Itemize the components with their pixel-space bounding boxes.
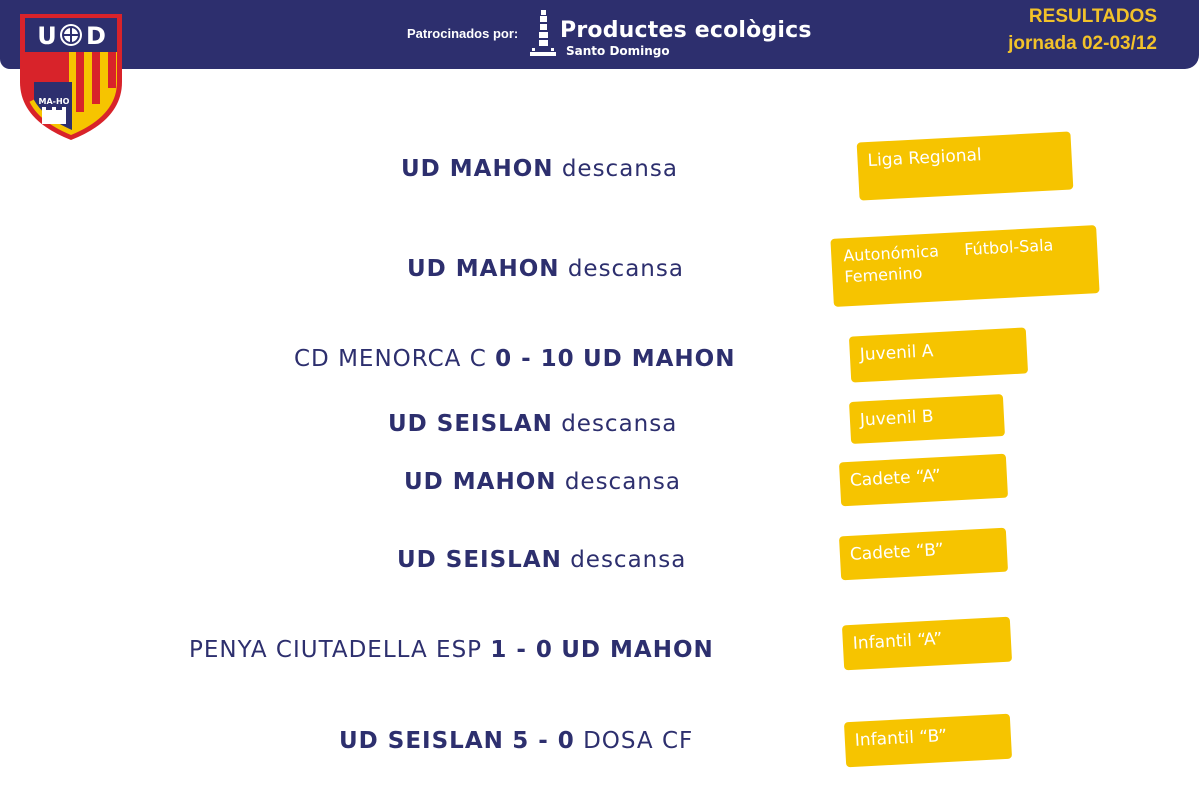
home-team: UD SEISLAN bbox=[339, 728, 504, 754]
home-team: UD SEISLAN bbox=[388, 411, 553, 437]
match-score: 1 - 0 bbox=[490, 637, 553, 663]
away-team: UD MAHON bbox=[582, 346, 736, 372]
sponsor-name: Productes ecològics bbox=[560, 18, 812, 43]
match-row-5: UD MAHON descansa bbox=[404, 469, 681, 495]
home-team: UD MAHON bbox=[401, 156, 554, 182]
home-team: CD MENORCA C bbox=[294, 346, 487, 372]
category-tag-cadete-b: Cadete “B” bbox=[838, 527, 1009, 581]
lighthouse-icon bbox=[530, 10, 556, 56]
match-note: descansa bbox=[567, 256, 684, 282]
match-row-2: UD MAHON descansa bbox=[407, 256, 684, 282]
crest-motto: MA-HO bbox=[39, 97, 70, 106]
match-row-7: PENYA CIUTADELLA ESP 1 - 0 UD MAHON bbox=[189, 637, 714, 663]
match-row-4: UD SEISLAN descansa bbox=[388, 411, 677, 437]
castle-icon bbox=[42, 107, 66, 124]
category-tag-infantil-b: Infantil “B” bbox=[843, 713, 1013, 768]
category-tag-juvenil-a: Juvenil A bbox=[848, 327, 1029, 383]
category-tag-liga-regional: Liga Regional bbox=[856, 131, 1074, 201]
category-tag-infantil-a: Infantil “A” bbox=[841, 616, 1013, 671]
match-row-1: UD MAHON descansa bbox=[401, 156, 678, 182]
match-row-6: UD SEISLAN descansa bbox=[397, 547, 686, 573]
crest-letter-d: D bbox=[86, 22, 106, 50]
crest-letter-u: U bbox=[37, 22, 57, 50]
home-team: PENYA CIUTADELLA ESP bbox=[189, 637, 483, 663]
home-team: UD MAHON bbox=[404, 469, 557, 495]
match-note: descansa bbox=[564, 469, 681, 495]
match-score: 5 - 0 bbox=[512, 728, 575, 754]
results-title: RESULTADOS bbox=[1028, 6, 1157, 27]
category-tag-cadete-a: Cadete “A” bbox=[838, 453, 1009, 507]
away-team: DOSA CF bbox=[583, 728, 694, 754]
category-tag-juvenil-b: Juvenil B bbox=[849, 393, 1005, 445]
header-bar: Patrocinados por: Productes ecològics Sa… bbox=[0, 0, 1199, 69]
home-team: UD MAHON bbox=[407, 256, 560, 282]
category-tag-futbol-sala: Autonómica Fútbol-Sala Femenino bbox=[830, 225, 1100, 307]
home-team: UD SEISLAN bbox=[397, 547, 562, 573]
match-row-3: CD MENORCA C 0 - 10 UD MAHON bbox=[294, 346, 735, 372]
sponsor-logo: Productes ecològics Santo Domingo bbox=[528, 8, 811, 62]
match-note: descansa bbox=[570, 547, 687, 573]
match-note: descansa bbox=[561, 156, 678, 182]
round-label: jornada 02-03/12 bbox=[1008, 33, 1157, 54]
away-team: UD MAHON bbox=[561, 637, 714, 663]
match-score: 0 - 10 bbox=[495, 346, 575, 372]
match-row-8: UD SEISLAN 5 - 0 DOSA CF bbox=[339, 728, 693, 754]
match-note: descansa bbox=[561, 411, 678, 437]
sponsor-subtitle: Santo Domingo bbox=[566, 44, 670, 58]
sponsor-label: Patrocinados por: bbox=[407, 26, 519, 41]
club-crest: U D MA-HO bbox=[14, 12, 128, 144]
